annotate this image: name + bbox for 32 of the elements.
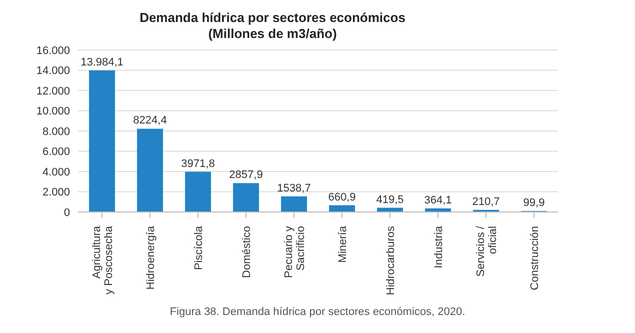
y-tick-label: 6.000 bbox=[42, 146, 70, 158]
chart-title: Demanda hídrica por sectores económicos bbox=[138, 10, 406, 26]
y-tick-label: 12.000 bbox=[36, 85, 70, 98]
y-tick-label: 8.000 bbox=[42, 126, 70, 138]
x-tick-label: Pecuario y Sacrificio bbox=[283, 226, 307, 278]
x-tick-label: Construcción bbox=[529, 226, 541, 290]
x-tick-label: Hidrocarburos bbox=[385, 226, 397, 296]
x-tick-label: Industria bbox=[433, 225, 445, 268]
y-tick-label: 0 bbox=[64, 206, 70, 219]
chart-subtitle: (Millones de m3/año) bbox=[207, 26, 338, 42]
y-tick-label: 10.000 bbox=[36, 106, 70, 118]
x-tick-label: Hidroenergía bbox=[145, 225, 157, 290]
data-label: 99,9 bbox=[523, 196, 545, 209]
data-label: 8224,4 bbox=[133, 114, 167, 127]
data-label: 13.984,1 bbox=[80, 56, 124, 68]
x-tick-label: Piscícola bbox=[193, 225, 205, 270]
text: Figura 38. Demanda hídrica por sectores económicos, 2020. bbox=[168, 306, 466, 318]
data-label: 210,7 bbox=[472, 196, 500, 208]
x-tick-label: Doméstico bbox=[241, 226, 253, 278]
data-label: 2857,9 bbox=[229, 169, 263, 182]
y-tick-label: 14.000 bbox=[36, 65, 70, 78]
x-tick-label: Minería bbox=[337, 225, 349, 263]
x-tick-label: Servicios / oficial bbox=[475, 225, 499, 277]
data-label: 3971,8 bbox=[181, 158, 215, 170]
data-label: 1538,7 bbox=[277, 182, 311, 194]
data-label: 419,5 bbox=[376, 194, 404, 206]
x-tick-label: Agricultura y Poscosecha bbox=[91, 225, 115, 294]
data-label: 364,1 bbox=[424, 194, 452, 206]
data-label: 660,9 bbox=[328, 191, 356, 204]
y-tick-label: 4.000 bbox=[42, 166, 70, 178]
y-tick-label: 2.000 bbox=[42, 186, 70, 199]
y-tick-label: 16.000 bbox=[36, 44, 70, 57]
